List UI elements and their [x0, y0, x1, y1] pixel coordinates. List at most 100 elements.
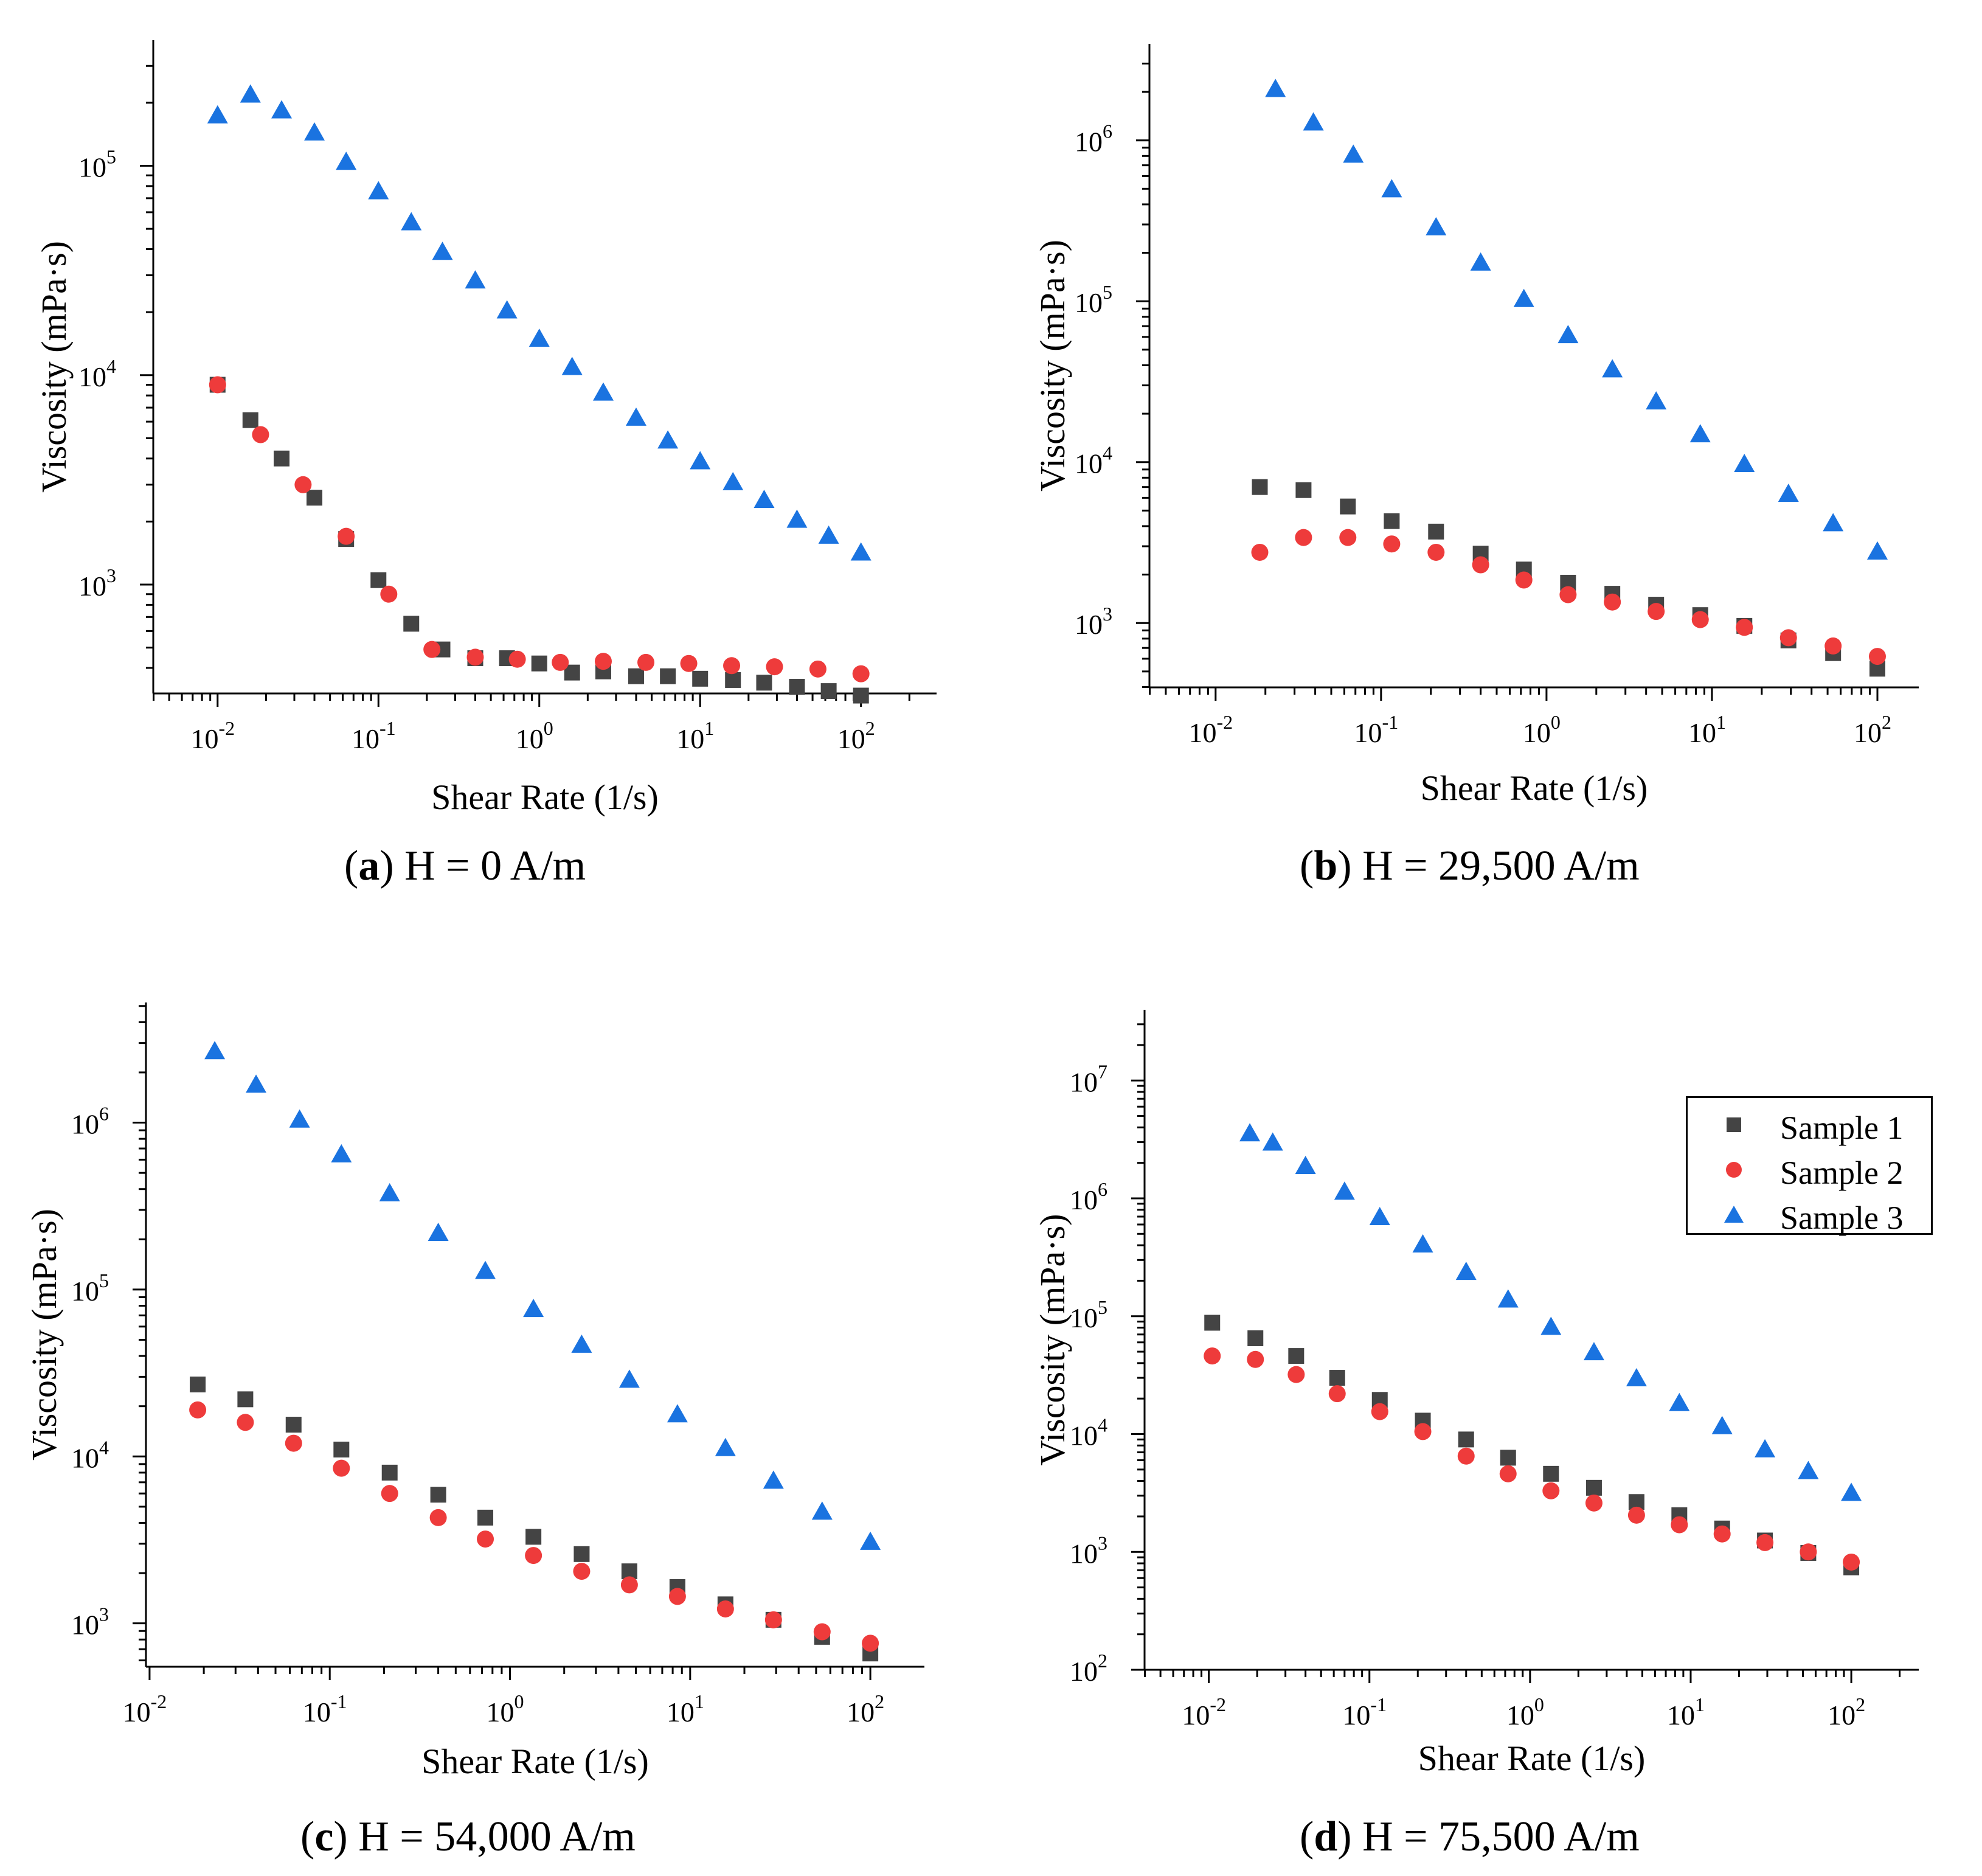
data-point-sample-1 — [190, 1376, 206, 1392]
x-tick-label: 102 — [847, 1690, 884, 1728]
data-point-sample-3 — [1513, 288, 1534, 307]
caption-letter: b — [1314, 842, 1338, 889]
data-point-sample-1 — [789, 679, 805, 695]
x-axis-label: Shear Rate (1/s) — [1418, 1739, 1646, 1778]
data-point-sample-1 — [628, 668, 644, 684]
data-point-sample-3 — [401, 212, 422, 231]
x-tick-label: 100 — [516, 717, 553, 754]
data-point-sample-2 — [1427, 543, 1445, 561]
data-point-sample-3 — [1866, 541, 1888, 560]
data-point-sample-1 — [1204, 1315, 1221, 1331]
data-point-sample-3 — [428, 1222, 449, 1241]
data-point-sample-2 — [764, 1611, 782, 1628]
legend-item-sample-1: Sample 1 — [1688, 1104, 1931, 1150]
data-point-sample-2 — [466, 648, 484, 666]
data-point-sample-1 — [725, 672, 741, 688]
data-point-sample-2 — [1604, 593, 1621, 611]
data-point-sample-2 — [525, 1547, 542, 1565]
y-axis-label: Viscosity (mPa·s) — [24, 1209, 64, 1461]
data-point-sample-2 — [1756, 1534, 1774, 1551]
data-point-sample-2 — [285, 1434, 302, 1452]
data-point-sample-2 — [1414, 1423, 1432, 1440]
data-point-sample-3 — [379, 1183, 400, 1201]
x-tick-label: 102 — [837, 717, 875, 754]
data-point-sample-2 — [552, 653, 569, 671]
y-tick-label: 102 — [1070, 1650, 1107, 1687]
data-point-sample-1 — [1288, 1348, 1305, 1364]
data-point-sample-2 — [1204, 1347, 1221, 1365]
data-point-sample-3 — [271, 100, 293, 119]
data-point-sample-3 — [1497, 1289, 1519, 1308]
y-tick-label: 106 — [1070, 1178, 1107, 1215]
data-point-sample-2 — [237, 1414, 254, 1431]
data-point-sample-2 — [429, 1509, 447, 1526]
x-tick-label: 10-1 — [352, 717, 396, 754]
caption-letter: d — [1314, 1813, 1338, 1860]
data-point-sample-1 — [242, 412, 258, 428]
data-point-sample-3 — [1455, 1262, 1477, 1280]
data-point-sample-3 — [715, 1437, 736, 1456]
x-tick-label: 10-2 — [123, 1690, 167, 1728]
data-point-sample-2 — [1328, 1385, 1346, 1403]
caption-text: H = 0 A/m — [393, 842, 586, 889]
data-point-sample-2 — [862, 1635, 879, 1652]
y-tick-label: 103 — [1075, 603, 1112, 640]
data-point-sample-2 — [1713, 1525, 1731, 1543]
x-tick-label: 100 — [487, 1690, 524, 1728]
legend-label-sample-1: Sample 1 — [1780, 1110, 1904, 1146]
data-point-sample-3 — [1711, 1416, 1733, 1434]
data-point-sample-2 — [508, 650, 526, 668]
data-point-sample-3 — [1239, 1123, 1261, 1142]
data-point-sample-2 — [1559, 586, 1577, 603]
data-point-sample-2 — [809, 660, 826, 678]
data-point-sample-2 — [1287, 1366, 1305, 1383]
legend-item-sample-2: Sample 2 — [1688, 1149, 1931, 1195]
legend-square-marker — [1727, 1117, 1741, 1132]
data-point-sample-1 — [333, 1441, 350, 1457]
data-point-sample-1 — [820, 683, 837, 700]
data-point-sample-3 — [240, 84, 261, 103]
data-point-sample-2 — [1800, 1543, 1817, 1561]
data-point-sample-1 — [370, 572, 387, 588]
data-point-sample-3 — [465, 270, 486, 289]
data-point-sample-2 — [1868, 648, 1886, 665]
y-tick-label: 103 — [78, 565, 116, 602]
data-point-sample-3 — [818, 525, 839, 544]
caption-letter: a — [358, 842, 380, 889]
legend-item-sample-3: Sample 3 — [1688, 1194, 1931, 1240]
data-point-sample-3 — [1334, 1181, 1355, 1200]
y-tick-label: 104 — [71, 1436, 109, 1473]
data-point-sample-3 — [432, 241, 453, 260]
data-point-sample-3 — [1343, 144, 1364, 163]
data-point-sample-3 — [331, 1144, 352, 1162]
data-point-sample-1 — [1543, 1465, 1559, 1482]
legend-circle-marker — [1726, 1162, 1742, 1178]
data-point-sample-1 — [756, 675, 772, 691]
x-tick-label: 101 — [676, 717, 714, 754]
data-point-sample-3 — [625, 407, 646, 426]
data-point-sample-2 — [1251, 543, 1269, 561]
data-point-sample-2 — [1295, 529, 1312, 546]
data-point-sample-2 — [1457, 1447, 1475, 1465]
data-point-sample-1 — [403, 616, 420, 632]
data-point-sample-1 — [307, 490, 323, 506]
x-tick-label: 10-2 — [1182, 1694, 1226, 1731]
data-point-sample-3 — [304, 122, 325, 141]
data-point-sample-2 — [294, 476, 312, 493]
data-point-sample-3 — [246, 1074, 267, 1093]
x-tick-label: 10-1 — [1342, 1694, 1387, 1731]
data-point-sample-2 — [1247, 1350, 1264, 1368]
data-point-sample-3 — [561, 356, 583, 375]
caption-letter: c — [314, 1813, 334, 1860]
data-point-sample-2 — [723, 657, 741, 675]
data-point-sample-1 — [381, 1464, 398, 1481]
data-point-sample-3 — [336, 151, 357, 170]
data-point-sample-3 — [571, 1334, 592, 1353]
data-point-sample-3 — [811, 1501, 833, 1520]
data-point-sample-3 — [289, 1109, 310, 1128]
data-point-sample-3 — [1602, 359, 1623, 378]
x-tick-label: 102 — [1854, 711, 1891, 748]
data-point-sample-3 — [475, 1260, 496, 1279]
y-tick-label: 104 — [78, 355, 116, 392]
data-point-sample-3 — [786, 509, 808, 528]
